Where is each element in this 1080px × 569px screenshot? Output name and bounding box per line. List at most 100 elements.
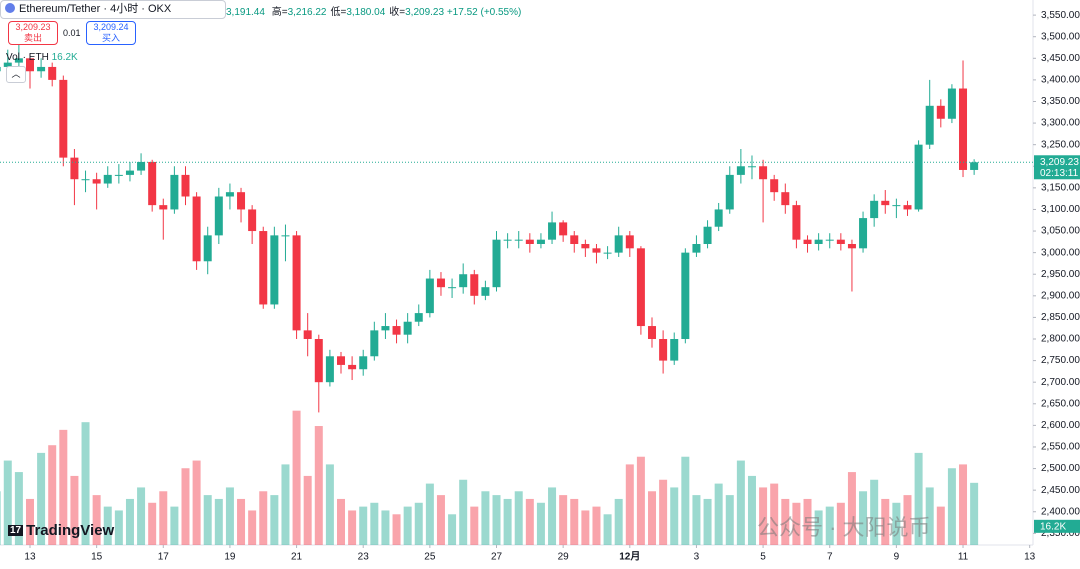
volume-bar: [836, 502, 845, 545]
volume-bar: [736, 460, 745, 545]
volume-bar: [470, 506, 479, 545]
volume-bar: [759, 487, 768, 545]
volume-bar: [925, 487, 934, 545]
volume-bar: [492, 495, 501, 545]
last-price-label: 3,209.23: [1040, 157, 1079, 168]
volume-bar: [314, 426, 323, 545]
volume-bar: [0, 491, 1, 545]
buy-button[interactable]: 3,209.24 买入: [86, 21, 136, 45]
candle-body: [570, 235, 579, 244]
x-tick-label: 7: [827, 552, 833, 563]
y-tick-label: 3,050.00: [1041, 226, 1080, 237]
x-tick-label: 5: [760, 552, 766, 563]
volume-bar: [459, 479, 468, 545]
volume-bar: [681, 456, 690, 545]
volume-bar: [25, 498, 34, 545]
volume-bar: [914, 452, 923, 545]
symbol[interactable]: Ethereum/Tether · 4小时 · OKX: [0, 0, 226, 19]
candle-body: [492, 239, 501, 288]
last-price-box: [1034, 155, 1080, 180]
candle-body: [736, 166, 745, 175]
candle-body: [603, 252, 612, 254]
volume-bar: [825, 506, 834, 545]
candle-body: [81, 179, 90, 181]
sell-label: 卖出: [23, 33, 42, 43]
volume-bar: [103, 506, 112, 545]
y-tick-label: 3,400.00: [1041, 75, 1080, 86]
volume-bar: [525, 498, 534, 545]
y-tick-label: 2,500.00: [1041, 463, 1080, 474]
candle-body: [614, 235, 623, 253]
candle-body: [636, 248, 645, 327]
ohlc-label: 高: [271, 7, 282, 18]
volume-bar: [392, 514, 401, 545]
watermark: 公众号 · 大阳说币: [757, 515, 931, 540]
candle-body: [947, 88, 956, 119]
candle-body: [303, 330, 312, 340]
x-tick-label: 13: [24, 552, 36, 563]
volume-bar: [359, 506, 368, 545]
candle-body: [248, 209, 257, 232]
volume-legend-value: 16.2K: [51, 52, 78, 63]
volume-bar: [3, 460, 12, 545]
y-tick-label: 2,800.00: [1041, 334, 1080, 345]
volume-bar: [125, 498, 134, 545]
candle-body: [370, 330, 379, 357]
y-tick-label: 2,400.00: [1041, 506, 1080, 517]
x-tick-label: 29: [558, 552, 570, 563]
candle-body: [803, 239, 812, 244]
candle-body: [625, 235, 634, 249]
volume-bar: [959, 464, 968, 545]
candle-body: [281, 235, 290, 237]
sell-button[interactable]: 3,209.23 卖出: [8, 21, 58, 45]
volume-bar: [70, 475, 79, 545]
candle-body: [459, 274, 468, 288]
candle-body: [881, 200, 890, 206]
candle-body: [659, 339, 668, 361]
ohlc-change: +17.52 (+0.55%): [446, 7, 522, 18]
candle-body: [392, 326, 401, 335]
candle-body: [0, 66, 1, 72]
volume-box: [1034, 519, 1080, 533]
volume-bar: [148, 502, 157, 545]
volume-bar: [281, 464, 290, 545]
candle-body: [714, 209, 723, 227]
candle-body: [514, 239, 523, 241]
volume-bar: [892, 502, 901, 545]
y-tick-label: 2,700.00: [1041, 377, 1080, 388]
candle-body: [436, 278, 445, 288]
ohlc-value: 3,191.44: [226, 7, 265, 18]
volume-bar: [214, 498, 223, 545]
volume-bar: [747, 475, 756, 545]
collapse-button[interactable]: ︿: [6, 66, 26, 83]
volume-bar: [181, 468, 190, 545]
volume-bar: [903, 495, 912, 545]
volume-bar: [603, 514, 612, 545]
candle-body: [592, 248, 601, 253]
candle-body: [48, 66, 57, 80]
volume-bar: [292, 410, 301, 545]
volume-bar: [814, 510, 823, 545]
volume-bar: [803, 498, 812, 545]
x-tick-label: 11: [958, 552, 969, 563]
ohlc-value: 3,180.04: [346, 7, 386, 18]
candle-body: [781, 192, 790, 206]
volume-bar: [881, 498, 890, 545]
candle-body: [125, 170, 134, 175]
candle-body: [259, 231, 268, 305]
candle-body: [414, 313, 423, 322]
logo: 17 TradingView: [8, 522, 115, 539]
volume-bar: [648, 491, 657, 545]
logo-text: TradingView: [26, 522, 115, 539]
x-tick-label: 19: [224, 552, 236, 563]
candle-body: [325, 356, 334, 383]
candle-body: [192, 196, 201, 262]
candle-body: [692, 243, 701, 253]
candle-body: [3, 62, 12, 67]
x-tick-label: 12月: [619, 551, 640, 563]
candle-body: [170, 174, 179, 210]
x-tick-label: 17: [158, 552, 170, 563]
volume-bar: [370, 502, 379, 545]
